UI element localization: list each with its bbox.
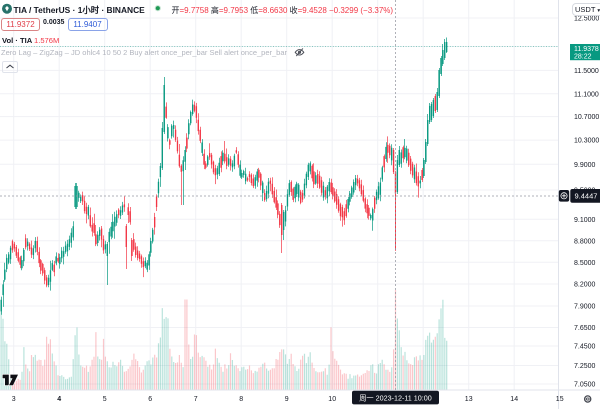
svg-text:9.4447: 9.4447 bbox=[575, 192, 598, 201]
svg-text:11.9378: 11.9378 bbox=[574, 46, 599, 53]
svg-text:7.0500: 7.0500 bbox=[574, 382, 596, 389]
svg-text:8.5000: 8.5000 bbox=[574, 260, 596, 267]
svg-text:28:22: 28:22 bbox=[574, 53, 592, 60]
svg-text:4: 4 bbox=[57, 396, 61, 403]
svg-text:周一 2023-12-11 10:00: 周一 2023-12-11 10:00 bbox=[359, 393, 432, 402]
svg-text:8.8000: 8.8000 bbox=[574, 238, 596, 245]
svg-text:5: 5 bbox=[103, 396, 107, 403]
svg-text:15: 15 bbox=[556, 396, 564, 403]
svg-text:7: 7 bbox=[194, 396, 198, 403]
svg-text:9: 9 bbox=[285, 396, 289, 403]
svg-text:7.4500: 7.4500 bbox=[574, 344, 596, 351]
svg-text:12.5000: 12.5000 bbox=[574, 16, 599, 23]
svg-text:10.3000: 10.3000 bbox=[574, 138, 599, 145]
svg-text:9.9000: 9.9000 bbox=[574, 162, 596, 169]
svg-text:3: 3 bbox=[12, 396, 16, 403]
svg-text:13: 13 bbox=[465, 396, 473, 403]
svg-text:11.1000: 11.1000 bbox=[574, 91, 599, 98]
svg-text:8.2000: 8.2000 bbox=[574, 282, 596, 289]
svg-text:7.2500: 7.2500 bbox=[574, 363, 596, 370]
svg-text:8: 8 bbox=[239, 396, 243, 403]
svg-text:6: 6 bbox=[148, 396, 152, 403]
svg-text:10.7000: 10.7000 bbox=[574, 114, 599, 121]
svg-text:14: 14 bbox=[510, 396, 518, 403]
svg-text:11.5000: 11.5000 bbox=[574, 68, 599, 75]
svg-text:9.1000: 9.1000 bbox=[574, 217, 596, 224]
svg-text:7.9000: 7.9000 bbox=[574, 304, 596, 311]
svg-text:10: 10 bbox=[328, 396, 336, 403]
svg-text:7.6500: 7.6500 bbox=[574, 325, 596, 332]
